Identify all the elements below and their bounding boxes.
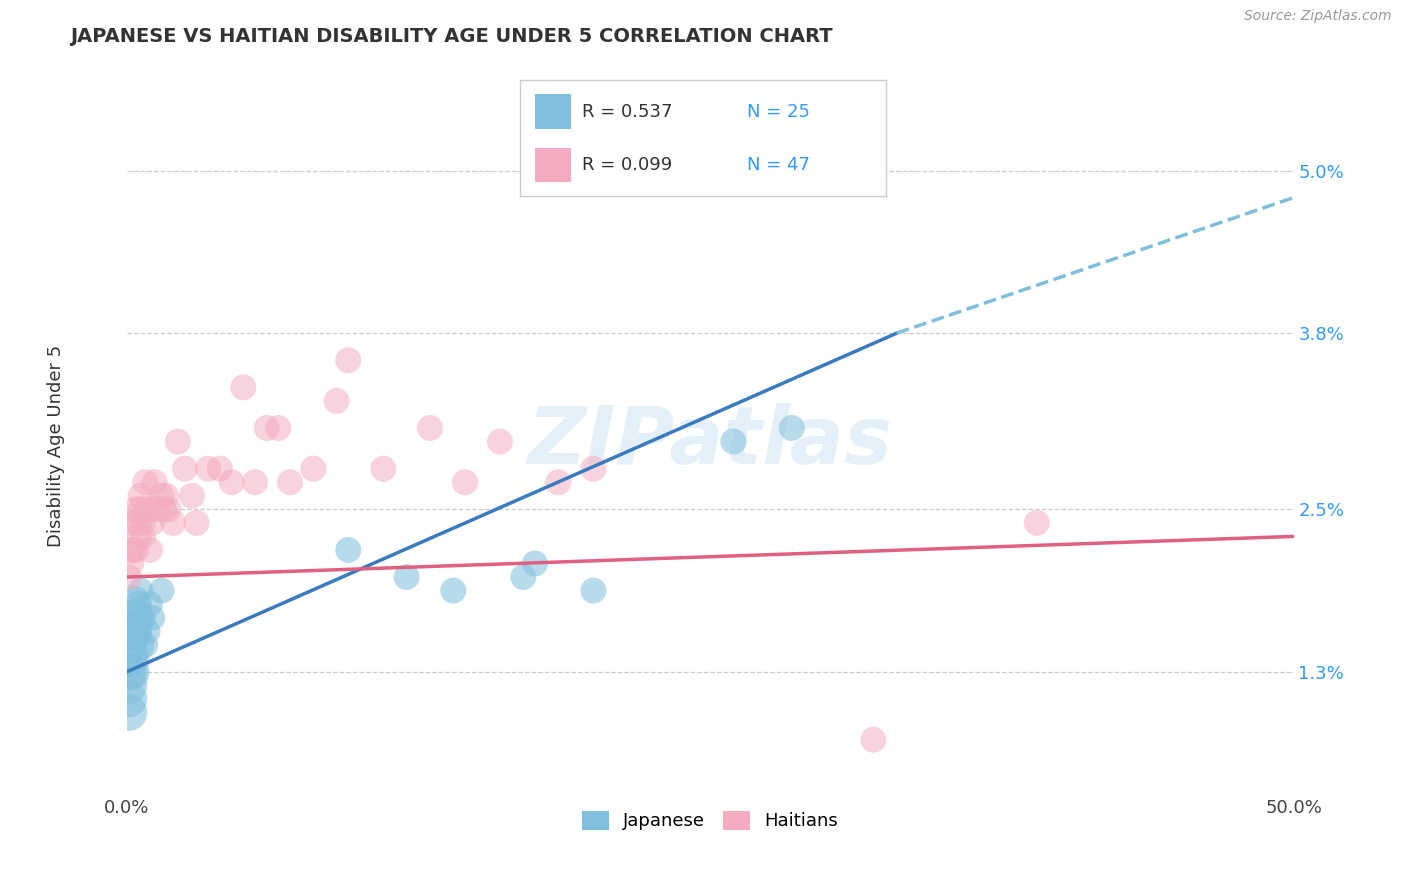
Point xyxy=(127,597,149,611)
Point xyxy=(118,651,141,665)
Bar xyxy=(534,147,571,182)
Point xyxy=(267,421,290,435)
Point xyxy=(120,557,142,571)
Point xyxy=(118,638,141,652)
Text: N = 25: N = 25 xyxy=(747,103,810,120)
Point xyxy=(419,421,441,435)
Point xyxy=(134,638,156,652)
Text: R = 0.537: R = 0.537 xyxy=(582,103,673,120)
Legend: Japanese, Haitians: Japanese, Haitians xyxy=(575,804,845,838)
Point xyxy=(862,732,884,747)
Point xyxy=(118,692,141,706)
Point xyxy=(129,489,152,503)
Text: R = 0.099: R = 0.099 xyxy=(582,156,672,174)
Point xyxy=(132,610,155,624)
Point xyxy=(125,543,148,558)
Point xyxy=(221,475,243,490)
Point xyxy=(186,516,208,530)
Point xyxy=(337,543,360,558)
Point xyxy=(180,489,202,503)
Point xyxy=(278,475,301,490)
Point xyxy=(157,502,180,516)
Point xyxy=(129,583,152,598)
Point xyxy=(489,434,512,449)
Point xyxy=(454,475,477,490)
Point xyxy=(256,421,278,435)
Bar xyxy=(534,95,571,129)
Point xyxy=(139,597,162,611)
Point xyxy=(132,516,155,530)
Text: N = 47: N = 47 xyxy=(747,156,810,174)
Point xyxy=(325,393,347,408)
Point xyxy=(780,421,803,435)
Point xyxy=(122,543,145,558)
Point xyxy=(395,570,418,584)
Point xyxy=(155,489,177,503)
Point xyxy=(150,583,173,598)
Point xyxy=(122,610,145,624)
Point xyxy=(129,502,152,516)
Point xyxy=(1025,516,1047,530)
Point xyxy=(373,461,395,475)
Point xyxy=(127,529,149,543)
Point xyxy=(150,489,173,503)
Point xyxy=(174,461,197,475)
Point xyxy=(141,610,163,624)
Point xyxy=(120,651,142,665)
Point xyxy=(243,475,266,490)
Point xyxy=(337,353,360,368)
Point xyxy=(122,597,145,611)
Text: ZIPatlas: ZIPatlas xyxy=(527,402,893,481)
Text: Source: ZipAtlas.com: Source: ZipAtlas.com xyxy=(1244,9,1392,23)
Point xyxy=(118,678,141,692)
Point xyxy=(118,570,141,584)
Point xyxy=(136,624,159,639)
Point xyxy=(441,583,464,598)
Point xyxy=(162,516,184,530)
Point xyxy=(118,706,141,720)
Point xyxy=(122,624,145,639)
Point xyxy=(208,461,231,475)
Point xyxy=(153,502,176,516)
Point xyxy=(143,475,166,490)
Point xyxy=(120,665,142,679)
Point xyxy=(167,434,190,449)
Point xyxy=(139,543,162,558)
Point xyxy=(132,529,155,543)
Point xyxy=(146,502,169,516)
Point xyxy=(302,461,325,475)
Point xyxy=(127,516,149,530)
Point xyxy=(197,461,219,475)
Point xyxy=(582,461,605,475)
Text: JAPANESE VS HAITIAN DISABILITY AGE UNDER 5 CORRELATION CHART: JAPANESE VS HAITIAN DISABILITY AGE UNDER… xyxy=(70,27,832,45)
Point xyxy=(547,475,569,490)
Point xyxy=(134,475,156,490)
Point xyxy=(232,380,254,394)
Text: Disability Age Under 5: Disability Age Under 5 xyxy=(48,345,65,547)
Point xyxy=(120,543,142,558)
Point xyxy=(125,610,148,624)
Point xyxy=(141,516,163,530)
Point xyxy=(118,665,141,679)
Point xyxy=(582,583,605,598)
Point xyxy=(723,434,745,449)
Point xyxy=(136,502,159,516)
Point xyxy=(127,624,149,639)
Point xyxy=(122,516,145,530)
Point xyxy=(125,502,148,516)
Point xyxy=(523,557,546,571)
Point xyxy=(120,624,142,639)
Point xyxy=(125,638,148,652)
Point xyxy=(512,570,534,584)
